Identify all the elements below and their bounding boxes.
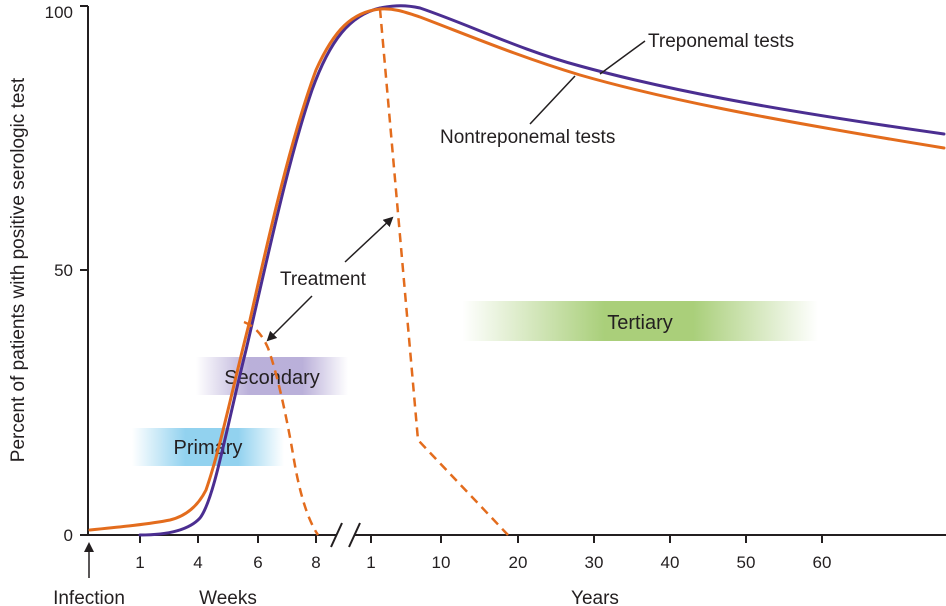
x-tick-label-week-8: 8 (311, 553, 320, 572)
series-line-treatment-early (243, 320, 320, 536)
annotation-treponemal-leader (599, 40, 646, 75)
stage-label-tertiary: Tertiary (607, 312, 673, 334)
y-tick-label-100: 100 (45, 3, 73, 22)
treatment-arrow-late-icon (344, 216, 394, 263)
series-line-treatment-late (378, 8, 509, 536)
stage-band-tertiary (462, 301, 818, 341)
stage-label-primary: Primary (174, 437, 243, 459)
annotation-nontreponemal: Nontreponemal tests (440, 127, 615, 148)
x-tick-label-year-30: 30 (585, 553, 604, 572)
axis-break-icon (330, 522, 361, 548)
x-tick-label-week-1: 1 (135, 553, 144, 572)
series-line-treponemal (138, 4, 946, 537)
x-tick-label-week-6: 6 (253, 553, 262, 572)
x-tick-label-year-40: 40 (661, 553, 680, 572)
stage-band-primary (132, 428, 284, 466)
x-tick-label-week-4: 4 (193, 553, 202, 572)
x-tick-label-year-60: 60 (813, 553, 832, 572)
annotation-treponemal: Treponemal tests (648, 31, 794, 52)
x-tick-label-year-10: 10 (432, 553, 451, 572)
annotation-treatment: Treatment (280, 269, 367, 290)
x-tick-label-year-50: 50 (737, 553, 756, 572)
y-tick-label-0: 0 (64, 526, 73, 545)
x-label-years: Years (571, 588, 619, 606)
annotation-nontreponemal-leader (529, 75, 576, 125)
x-label-weeks: Weeks (199, 588, 257, 606)
x-tick-label-year-20: 20 (509, 553, 528, 572)
y-tick-label-50: 50 (54, 261, 73, 280)
x-tick-label-year-1: 1 (366, 553, 375, 572)
series-line-nontreponemal (88, 7, 946, 532)
y-axis-title: Percent of patients with positive serolo… (8, 77, 29, 462)
treatment-arrow-early-icon (266, 295, 313, 342)
x-label-infection: Infection (53, 588, 125, 606)
stage-label-secondary: Secondary (224, 367, 320, 389)
